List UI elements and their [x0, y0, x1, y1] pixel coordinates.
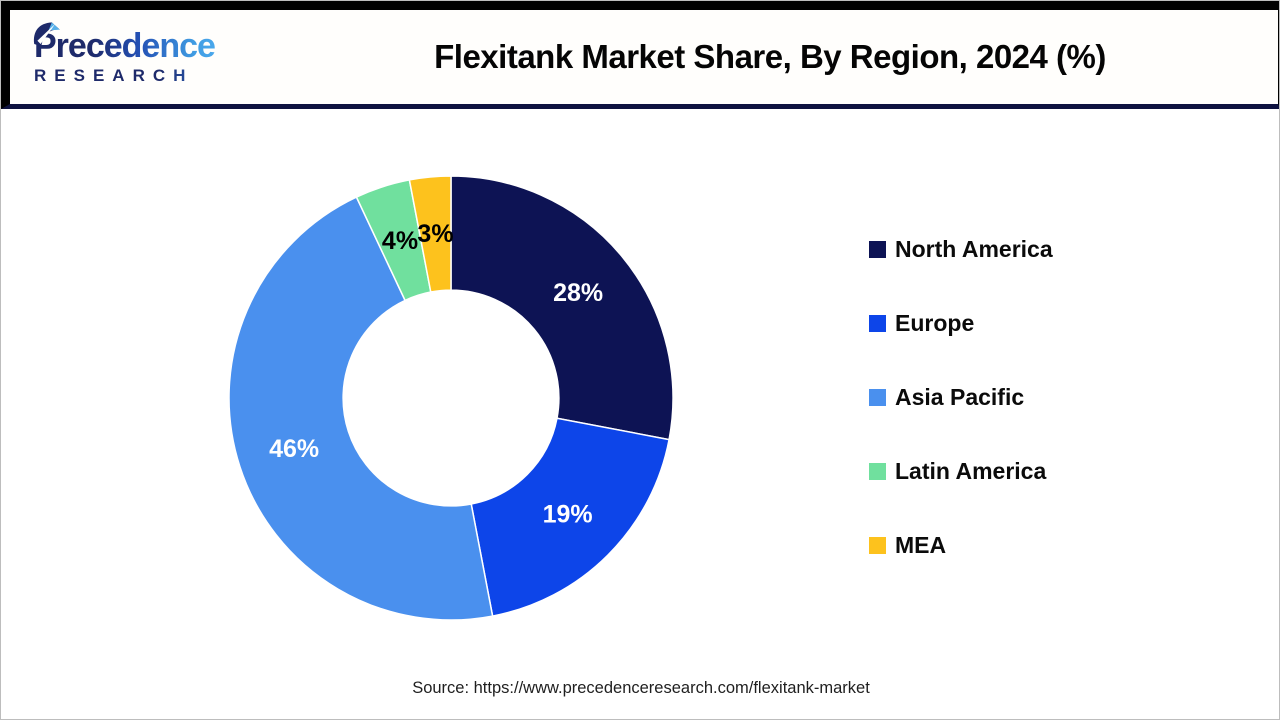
legend-item-mea: MEA	[869, 531, 1053, 559]
legend-label-asia-pacific: Asia Pacific	[895, 383, 1025, 410]
chart-title: Flexitank Market Share, By Region, 2024 …	[434, 38, 1106, 75]
slice-label-mea: 3%	[417, 220, 453, 248]
footer: Source: https://www.precedenceresearch.c…	[1, 679, 1279, 698]
legend-item-europe: Europe	[869, 309, 1053, 337]
legend-swatch-europe	[869, 314, 886, 332]
slice-label-north-america: 28%	[553, 279, 603, 307]
precedence-research-logo: Precedence RESEARCH	[10, 22, 262, 86]
slice-label-latin-america: 4%	[382, 227, 418, 255]
source-attribution: Source: https://www.precedenceresearch.c…	[412, 679, 870, 697]
chart-legend: North America Europe Asia Pacific Latin Ame…	[869, 235, 1053, 559]
legend-item-asia-pacific: Asia Pacific	[869, 383, 1053, 411]
logo-subtitle: RESEARCH	[34, 66, 262, 86]
header: Precedence RESEARCH Flexitank Market Sha…	[1, 1, 1279, 109]
pie-slice-europe	[470, 417, 670, 617]
pie-slice-mea	[408, 175, 452, 293]
legend-label-latin-america: Latin America	[895, 457, 1047, 484]
legend-label-europe: Europe	[895, 309, 975, 336]
legend-item-latin-america: Latin America	[869, 457, 1053, 485]
legend-label-mea: MEA	[895, 531, 947, 558]
legend-swatch-asia-pacific	[869, 388, 886, 406]
pie-slice-north-america	[450, 175, 674, 441]
slice-label-asia-pacific: 46%	[269, 435, 319, 463]
donut-chart: 28% 19% 46% 4% 3%	[228, 175, 674, 621]
legend-swatch-latin-america	[869, 462, 886, 480]
logo-wordmark: Precedence	[33, 22, 215, 65]
legend-swatch-mea	[869, 536, 886, 554]
slice-label-europe: 19%	[543, 501, 593, 529]
pie-slice-asia-pacific	[228, 196, 494, 621]
logo-leaf-icon	[33, 22, 60, 47]
legend-swatch-north-america	[869, 240, 886, 258]
legend-label-north-america: North America	[895, 235, 1053, 262]
legend-item-north-america: North America	[869, 235, 1053, 263]
